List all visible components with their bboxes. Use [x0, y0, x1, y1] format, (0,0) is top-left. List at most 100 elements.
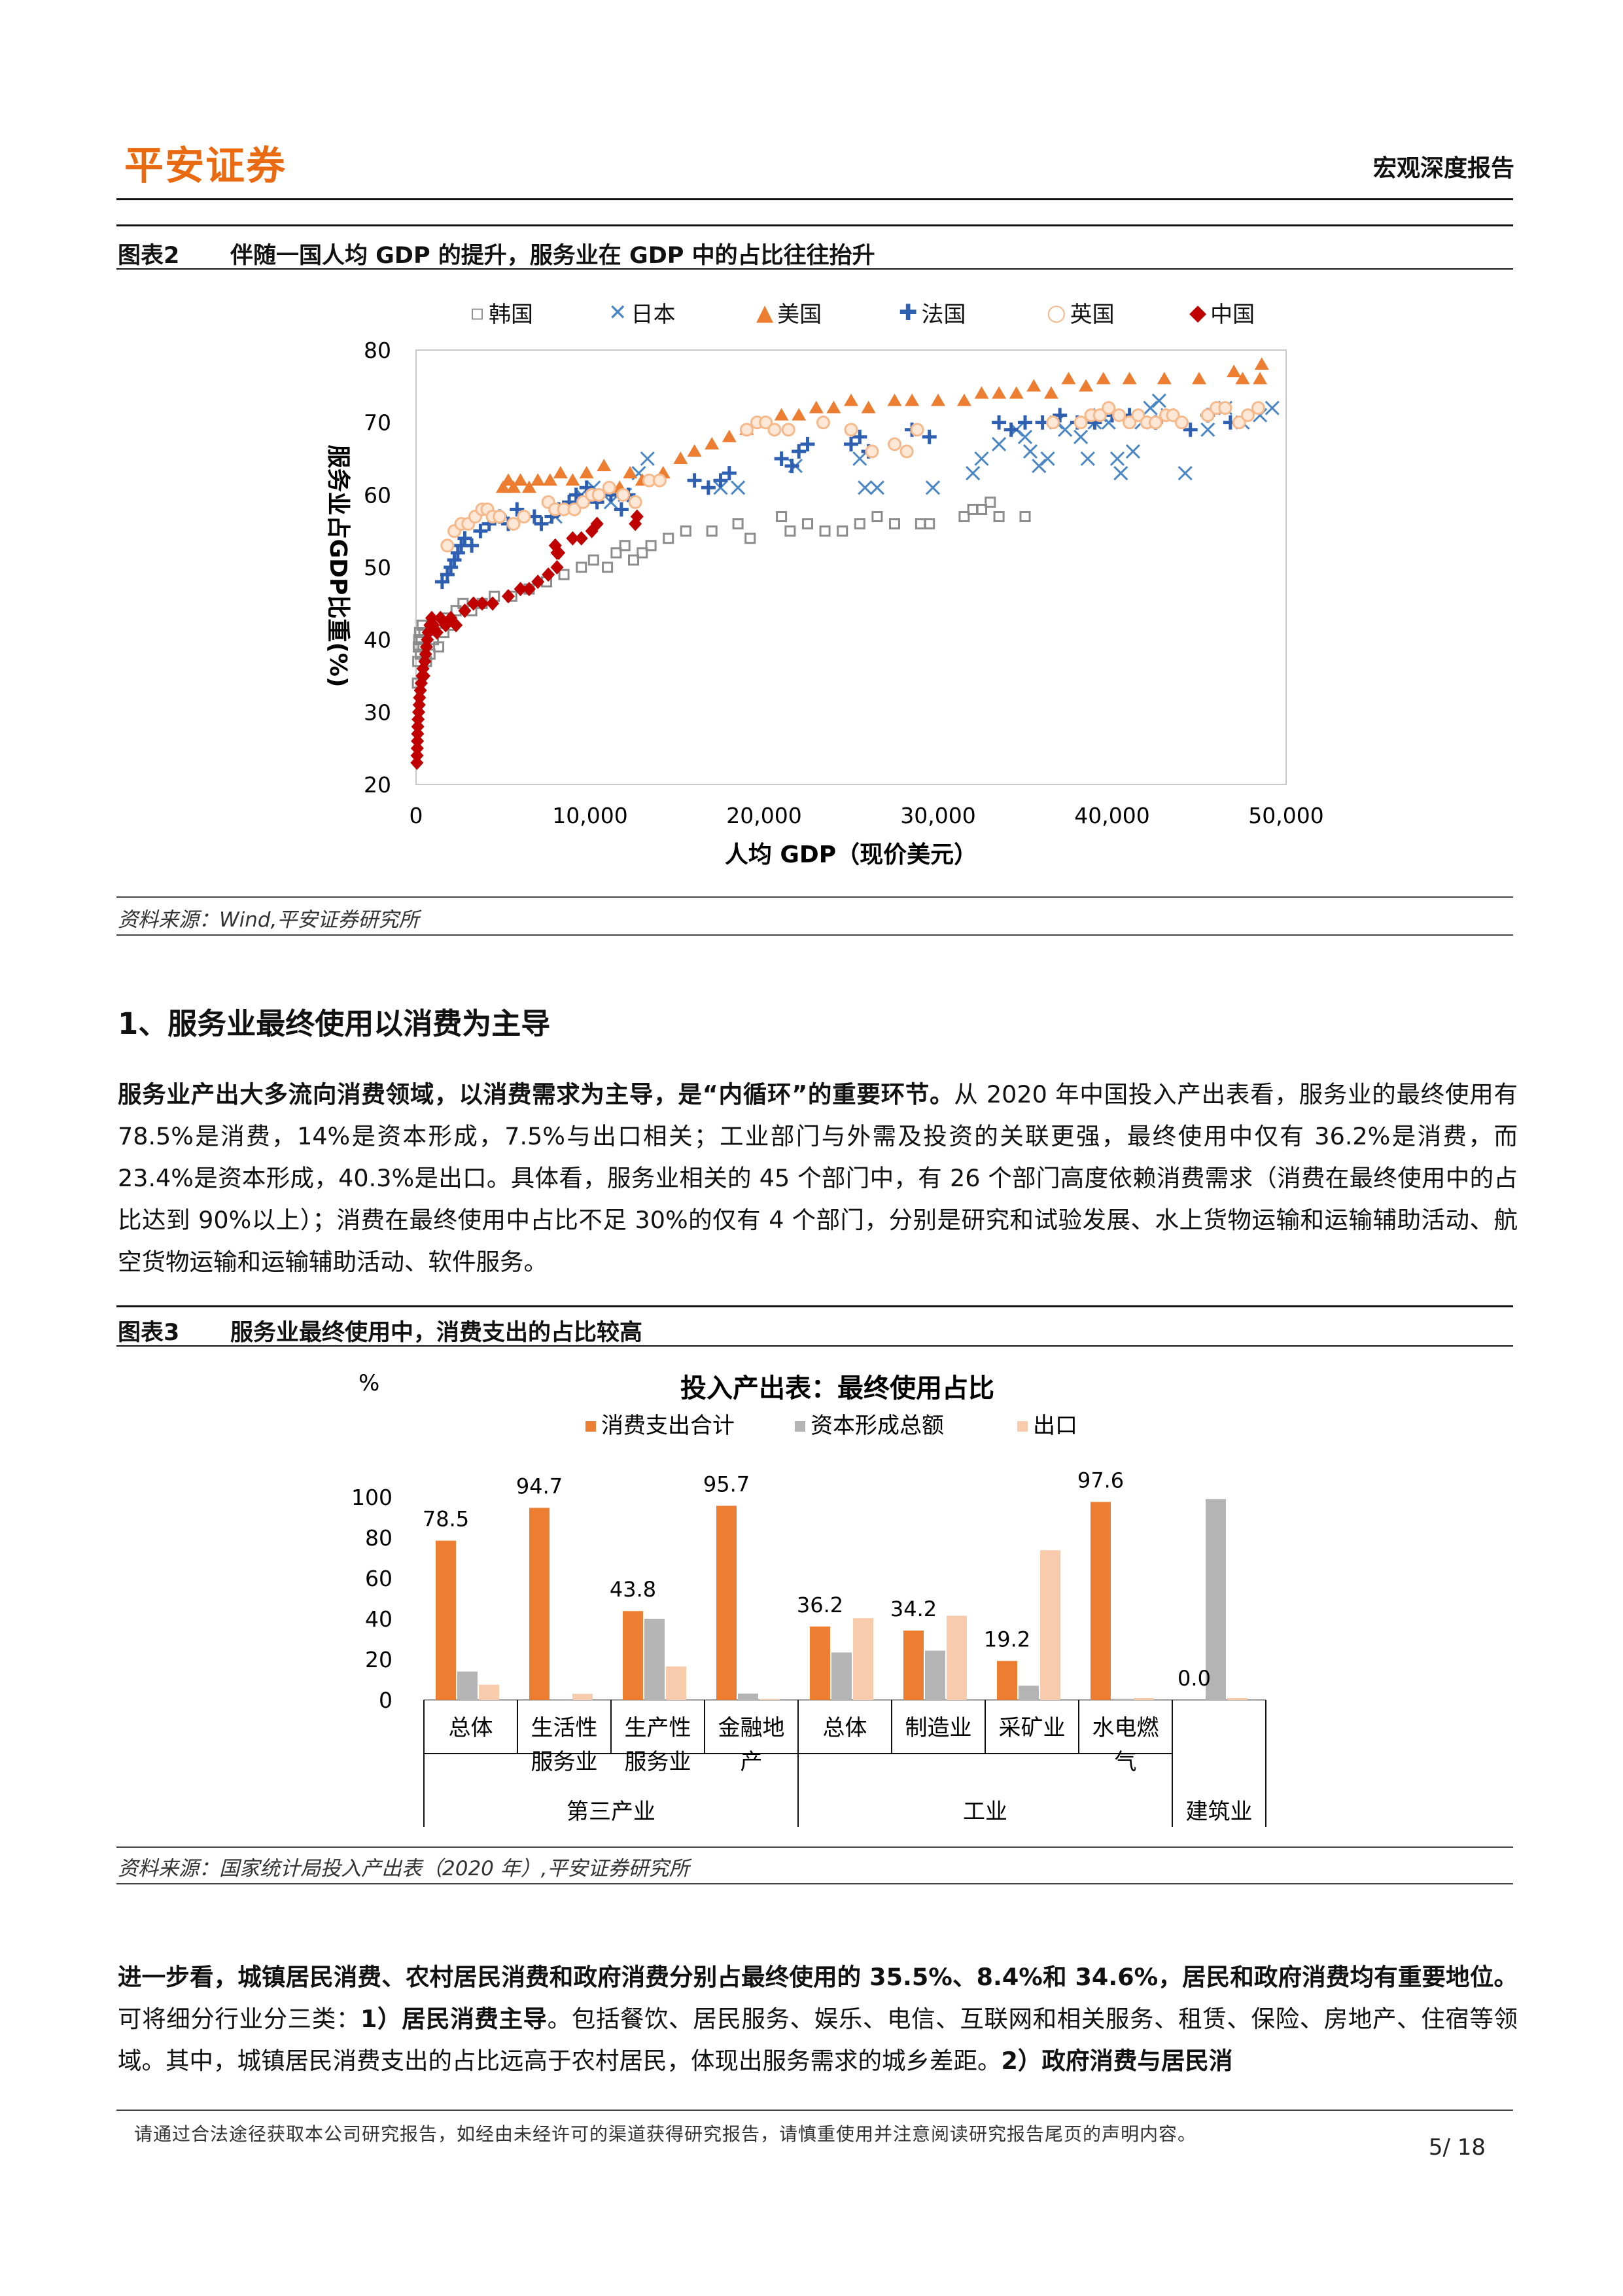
figure2-point-韩国: [628, 554, 639, 566]
figure2-point-韩国: [610, 547, 622, 559]
figure2-point-美国: [826, 400, 841, 414]
figure2-point-韩国: [602, 561, 614, 573]
figure3-bar-消费支出合计: [810, 1626, 830, 1700]
figure2-point-韩国: [732, 518, 744, 530]
figure2-point-美国: [956, 393, 971, 406]
figure3-category-label: 服务业: [531, 1749, 598, 1775]
figure2-point-法国: [844, 436, 858, 451]
figure2-point-美国: [722, 429, 737, 442]
figure2-point-英国: [1092, 408, 1107, 423]
figure3-bar-消费支出合计: [623, 1611, 643, 1700]
figure2-point-英国: [781, 423, 795, 437]
figure3-data-label: 43.8: [610, 1577, 656, 1602]
figure2-point-日本: [974, 451, 989, 467]
figure2-point-英国: [767, 423, 782, 437]
figure2-point-法国: [450, 545, 465, 560]
figure2-point-韩国: [819, 525, 831, 537]
figure2-legend-label: 法国: [921, 302, 966, 328]
figure2-point-中国: [501, 589, 515, 604]
figure2-point-法国: [614, 502, 629, 517]
figure3-bar-出口: [1134, 1697, 1154, 1700]
figure2-point-日本: [713, 480, 728, 495]
figure2-point-韩国: [958, 511, 970, 523]
figure2-point-日本: [869, 480, 884, 495]
figure2-point-韩国: [619, 540, 631, 552]
figure2-point-美国: [506, 480, 521, 493]
figure2-point-英国: [739, 423, 754, 437]
figure3-bar-资本形成总额: [738, 1693, 758, 1700]
figure2-point-法国: [464, 538, 480, 553]
figure2-y-axis-label: 服务业占GDP比重(%): [324, 445, 351, 688]
figure3-category-label: 服务业: [625, 1749, 691, 1775]
figure3-bar-出口: [572, 1693, 593, 1700]
figure2-top-rule: [116, 224, 1513, 226]
figure3-y-tick-label: 100: [351, 1485, 393, 1510]
figure2-point-韩国: [784, 525, 796, 537]
figure2-point-美国: [905, 393, 920, 406]
figure2-point-日本: [966, 466, 981, 481]
figure3-bar-消费支出合计: [1091, 1502, 1111, 1700]
figure2-point-中国: [486, 596, 500, 611]
figure3-legend-label: 出口: [1033, 1413, 1077, 1439]
figure2-point-法国: [1053, 408, 1068, 423]
figure3-bar-资本形成总额: [457, 1671, 478, 1700]
figure3-bar-消费支出合计: [997, 1661, 1017, 1700]
figure2-point-法国: [992, 415, 1007, 430]
figure2-point-韩国: [680, 525, 691, 537]
figure2-point-中国: [590, 516, 604, 531]
figure2-point-中国: [574, 531, 588, 546]
figure2-point-美国: [513, 473, 528, 486]
figure3-bar-资本形成总额: [1019, 1686, 1039, 1700]
figure3-y-tick-label: 60: [365, 1566, 393, 1591]
figure3-bar-消费支出合计: [436, 1540, 456, 1700]
paragraph2-text-1: 可将细分行业分三类：: [118, 2005, 360, 2033]
figure2-point-英国: [759, 415, 773, 430]
figure2-legend-item: ◆ 中国: [1189, 296, 1255, 328]
figure2-point-英国: [602, 480, 616, 495]
figure2-legend-item: ▲ 美国: [756, 296, 822, 328]
figure2-point-英国: [865, 444, 879, 459]
figure2-source-rule: [116, 934, 1513, 936]
figure2-x-axis-label: 人均 GDP（现价美元）: [725, 841, 977, 868]
figure2-point-法国: [534, 516, 549, 531]
figure3-bar-出口: [947, 1616, 967, 1700]
figure2-point-美国: [1061, 372, 1076, 385]
figure2-point-日本: [1032, 459, 1047, 474]
figure2-source: 资料来源：Wind,平安证券研究所: [118, 908, 419, 932]
footer-divider: [116, 2110, 1513, 2111]
figure2-legend-label: 韩国: [489, 302, 534, 328]
figure2-point-日本: [1200, 422, 1215, 437]
figure2-point-韩国: [837, 525, 848, 537]
figure2-point-韩国: [576, 561, 587, 573]
figure3-data-label: 95.7: [703, 1472, 750, 1496]
figure2-point-英国: [1218, 401, 1232, 415]
figure3-caption: 图表3 服务业最终使用中，消费支出的占比较高: [118, 1314, 642, 1347]
figure2-point-英国: [888, 437, 901, 451]
figure2-point-日本: [1109, 451, 1125, 467]
figure2-point-中国: [522, 582, 536, 597]
figure2-point-英国: [1123, 415, 1137, 430]
figure3-category-label: 气: [1115, 1749, 1137, 1775]
figure2-point-英国: [1251, 401, 1265, 415]
figure3-bar-资本形成总额: [644, 1619, 665, 1700]
figure2-point-中国: [449, 618, 463, 633]
figure2-point-法国: [852, 429, 867, 444]
figure2-caption: 图表2 伴随一国人均 GDP 的提升，服务业在 GDP 中的占比往往抬升: [118, 237, 875, 270]
figure3-category-label: 金融地: [718, 1715, 785, 1741]
figure2-point-英国: [567, 502, 582, 516]
figure2-point-美国: [1122, 372, 1137, 385]
diamond-marker-icon: ◆: [1189, 299, 1207, 326]
figure2-point-英国: [899, 444, 914, 459]
figure3-data-label: 97.6: [1077, 1468, 1124, 1492]
figure2-point-中国: [430, 625, 444, 640]
figure2-point-英国: [844, 423, 858, 437]
figure2-point-日本: [1178, 466, 1193, 481]
figure3-legend-label: 资本形成总额: [811, 1413, 944, 1439]
figure2-y-tick-label: 40: [364, 627, 391, 653]
figure3-source: 资料来源：国家统计局投入产出表（2020 年）,平安证券研究所: [118, 1857, 689, 1881]
paragraph2-lead: 进一步看，城镇居民消费、农村居民消费和政府消费分别占最终使用的 35.5%、8.…: [118, 1963, 1518, 1991]
figure2-legend-item: ✚ 法国: [899, 296, 966, 328]
figure2-point-美国: [1009, 386, 1024, 399]
figure3-y-tick-label: 0: [379, 1687, 393, 1713]
figure2-legend-label: 英国: [1070, 302, 1115, 328]
